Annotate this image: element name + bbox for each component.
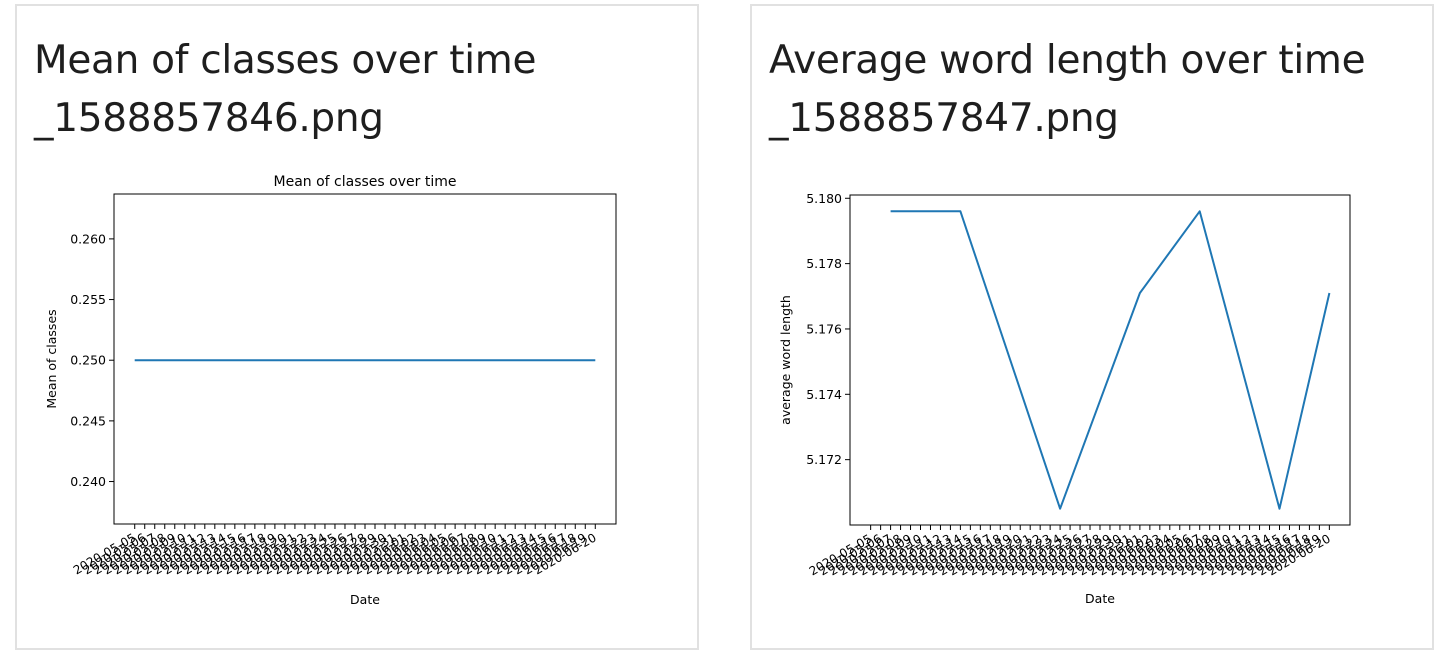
card-title-line2: _1588857847.png: [769, 96, 1119, 141]
plot-frame: [849, 194, 1351, 526]
y-tick-label: 5.174: [806, 387, 842, 402]
chart-card-mean-classes: Mean of classes over time _1588857846.pn…: [15, 4, 699, 650]
y-tick-label: 5.178: [806, 256, 842, 271]
y-tick-label: 0.250: [70, 353, 106, 368]
series-line: [890, 210, 1331, 510]
y-tick-label: 0.255: [70, 292, 106, 307]
x-axis-label: Date: [350, 592, 380, 607]
card-title-line2: _1588857846.png: [34, 96, 384, 141]
y-tick-label: 0.260: [70, 231, 106, 246]
y-tick-label: 5.176: [806, 321, 842, 336]
x-axis-label: Date: [1085, 591, 1115, 606]
plot-frame: [113, 193, 617, 525]
y-axis-label: Mean of classes: [44, 309, 59, 408]
mean-classes-chart: Mean of classes over time 0.240 0.245 0.250…: [44, 174, 617, 607]
y-tick-label: 0.240: [70, 474, 106, 489]
y-tick-label: 0.245: [70, 413, 106, 428]
chart-title: Mean of classes over time: [274, 174, 457, 190]
word-length-chart: 5.172 5.174 5.176 5.178 5.180 average word le…: [778, 191, 1351, 606]
y-tick-label: 5.172: [806, 452, 842, 467]
card-title: Mean of classes over time _1588857846.pn…: [34, 32, 674, 148]
card-title-line1: Average word length over time: [769, 38, 1366, 83]
y-axis-label: average word length: [778, 295, 793, 425]
y-tick-label: 5.180: [806, 191, 842, 206]
card-title: Average word length over time _158885784…: [769, 32, 1409, 148]
chart-card-word-length: Average word length over time _158885784…: [750, 4, 1434, 650]
card-title-line1: Mean of classes over time: [34, 38, 537, 83]
